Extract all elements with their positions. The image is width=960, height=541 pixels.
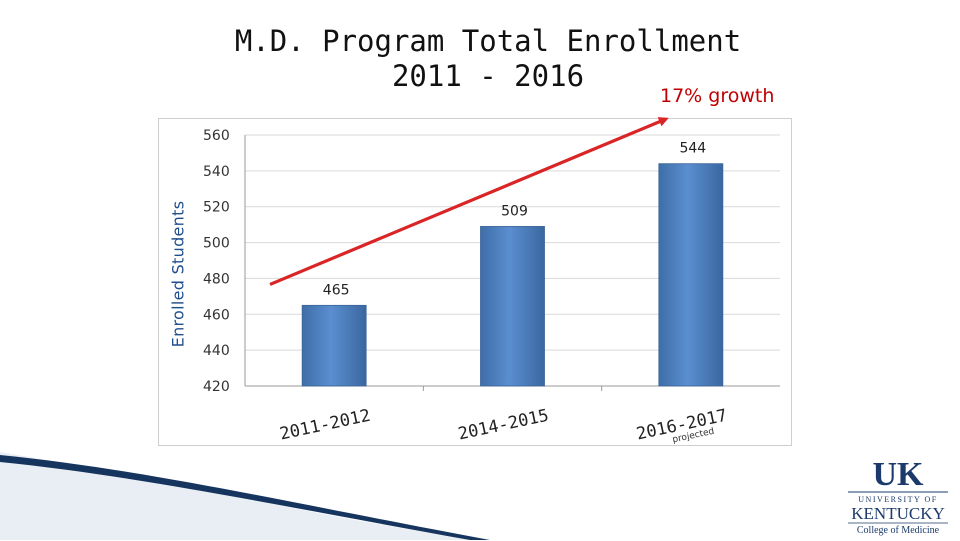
y-tick-label: 520 — [203, 200, 230, 216]
y-tick-label: 500 — [203, 236, 230, 252]
x-category-label: 2014-2015 — [456, 406, 550, 445]
logo-line-1: UNIVERSITY OF — [858, 495, 937, 504]
y-tick-label: 560 — [203, 128, 230, 144]
title-line-1: M.D. Program Total Enrollment — [234, 24, 742, 58]
y-tick-label: 480 — [203, 271, 230, 287]
growth-trend-arrow — [269, 117, 669, 286]
bar-2014-2015 — [480, 226, 545, 387]
bar-value-label: 509 — [501, 203, 528, 219]
y-tick-label: 540 — [203, 164, 230, 180]
x-category-label: 2011-2012 — [278, 406, 372, 445]
bar-2011-2012 — [301, 304, 367, 387]
y-tick-label: 460 — [203, 307, 230, 323]
university-logo: UK UNIVERSITY OF KENTUCKY College of Med… — [842, 455, 954, 537]
slide-title: M.D. Program Total Enrollment 2011 - 201… — [0, 24, 960, 94]
logo-line-3: College of Medicine — [857, 525, 940, 536]
growth-annotation: 17% growth — [660, 85, 775, 107]
slide-swoosh-decoration — [0, 452, 490, 540]
logo-line-2: KENTUCKY — [851, 504, 945, 523]
y-tick-label: 420 — [203, 379, 230, 395]
title-line-2: 2011 - 2016 — [391, 59, 585, 93]
bar-value-label: 544 — [679, 141, 706, 157]
bar-value-label: 465 — [323, 282, 350, 298]
logo-mark: UK — [873, 456, 925, 493]
bar-2016-2017 — [658, 163, 724, 387]
y-tick-label: 440 — [203, 343, 230, 359]
